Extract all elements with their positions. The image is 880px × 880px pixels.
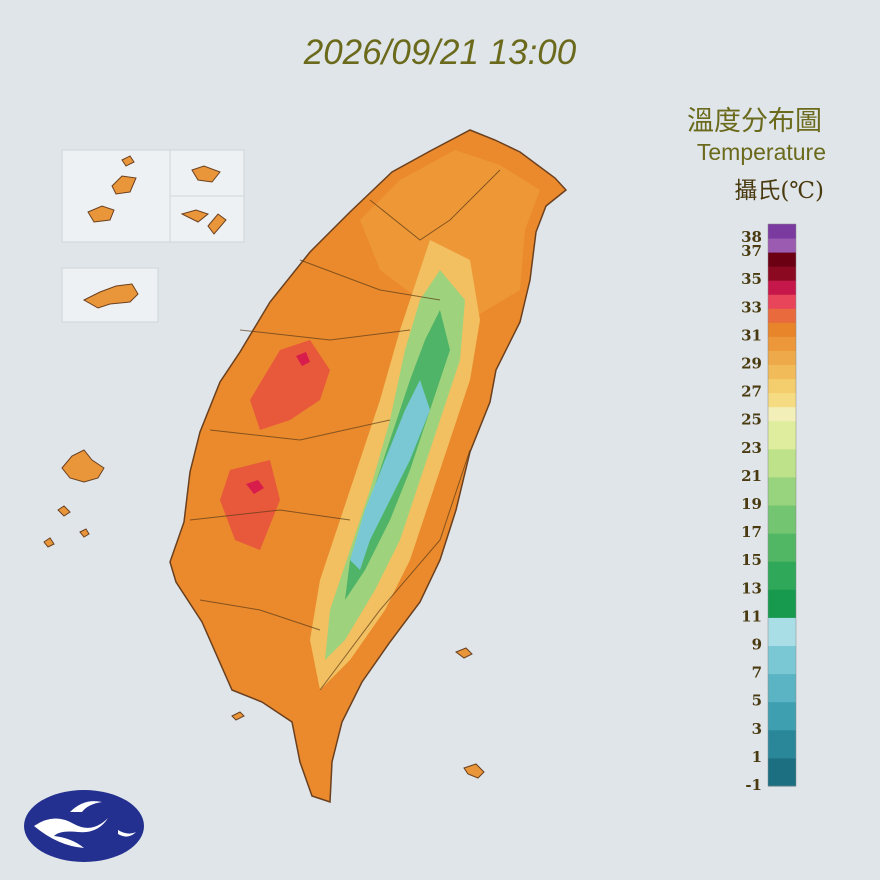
- tick-label: 38: [741, 228, 762, 246]
- tick-label: 25: [741, 411, 762, 429]
- tick-label: 5: [752, 692, 762, 710]
- color-band: [768, 743, 796, 759]
- color-band: [768, 673, 796, 689]
- tick-label: 7: [752, 664, 762, 682]
- color-band: [768, 392, 796, 408]
- color-band: [768, 575, 796, 590]
- color-band: [768, 448, 796, 464]
- tick-label: 31: [741, 326, 762, 344]
- color-band: [768, 631, 796, 646]
- matsu: [87, 155, 137, 223]
- tick-label: 3: [752, 720, 762, 738]
- timestamp: 2026/09/21 13:00: [303, 33, 577, 72]
- color-band: [768, 294, 796, 309]
- legend-unit: 攝氏(℃): [734, 178, 824, 204]
- peaks: [350, 380, 430, 570]
- color-band: [768, 224, 796, 239]
- color-band: [768, 364, 796, 380]
- tick-label: 23: [741, 439, 762, 457]
- color-band: [768, 701, 796, 717]
- colorbar-frame: [767, 223, 797, 787]
- color-band: [768, 505, 796, 520]
- tick-label: 15: [741, 551, 762, 569]
- tick-label: 29: [741, 355, 762, 373]
- kinmen: [82, 283, 139, 309]
- legend-title: 溫度分布圖: [687, 106, 822, 137]
- color-band: [768, 490, 796, 506]
- legend: 溫度分布圖 Temperature 攝氏(℃) 3837353331292725…: [687, 106, 826, 794]
- color-band: [768, 434, 796, 450]
- color-band: [768, 561, 796, 576]
- taiwan: [169, 129, 568, 804]
- tick-label: -1: [745, 776, 762, 794]
- cwa-logo: [24, 790, 144, 862]
- tick-label: 19: [741, 495, 762, 513]
- tick-label: 21: [741, 467, 762, 485]
- color-band: [768, 715, 796, 731]
- legend-subtitle: Temperature: [697, 139, 826, 165]
- color-band: [768, 406, 796, 422]
- tick-label: 1: [752, 748, 762, 766]
- color-band: [768, 687, 796, 703]
- tick-label: 11: [741, 607, 762, 625]
- tick-label: 33: [741, 298, 762, 316]
- tick-label: 13: [741, 579, 762, 597]
- tick-label: 37: [741, 242, 762, 260]
- penghu: [43, 449, 485, 779]
- tick-label: 27: [741, 383, 762, 401]
- color-band: [768, 476, 796, 492]
- hot-area: [220, 340, 330, 550]
- color-band: [768, 462, 796, 478]
- color-band: [768, 350, 796, 365]
- color-band: [768, 266, 796, 281]
- inset-islands: [61, 149, 245, 323]
- color-band: [768, 757, 796, 773]
- color-band: [768, 771, 796, 787]
- color-band: [768, 645, 796, 661]
- color-band: [768, 589, 796, 604]
- color-band: [768, 659, 796, 675]
- matsu-east: [180, 165, 227, 235]
- color-band: [768, 547, 796, 562]
- color-band: [768, 603, 796, 618]
- color-band: [768, 238, 796, 253]
- tick-label: 35: [741, 270, 762, 288]
- color-band: [768, 252, 796, 267]
- county-borders: [189, 169, 501, 691]
- color-band: [768, 533, 796, 548]
- tick-label: 17: [741, 523, 762, 541]
- color-band: [768, 519, 796, 534]
- color-band: [768, 336, 796, 351]
- color-band: [768, 617, 796, 632]
- color-band: [768, 322, 796, 337]
- tick-label: 9: [752, 636, 762, 654]
- color-band: [768, 308, 796, 323]
- color-band: [768, 280, 796, 295]
- color-band: [768, 378, 796, 394]
- color-band: [768, 729, 796, 745]
- color-band: [768, 420, 796, 436]
